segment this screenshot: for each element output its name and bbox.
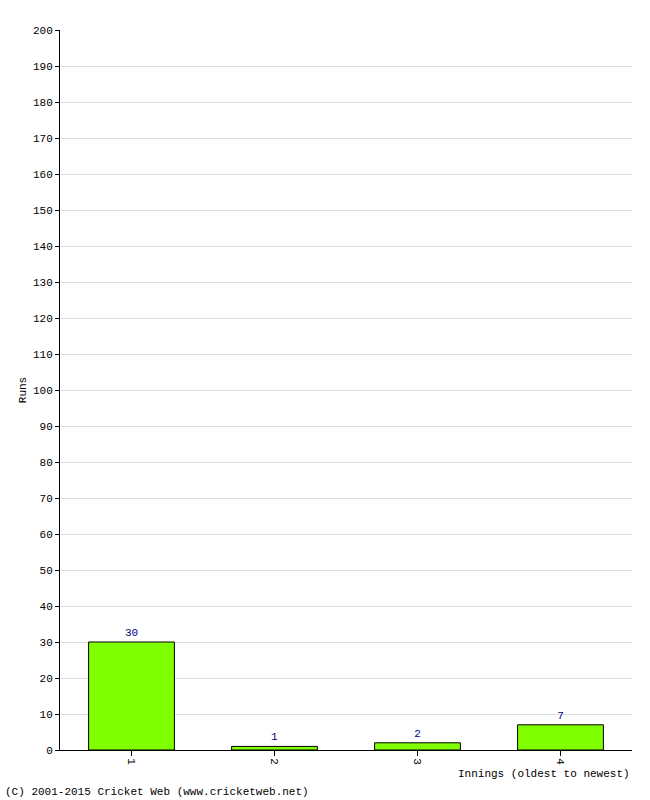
svg-text:70: 70 (40, 493, 53, 505)
svg-text:50: 50 (40, 565, 53, 577)
svg-text:Runs: Runs (17, 377, 29, 403)
svg-text:170: 170 (33, 133, 53, 145)
svg-text:60: 60 (40, 529, 53, 541)
svg-text:110: 110 (33, 349, 53, 361)
svg-text:120: 120 (33, 313, 53, 325)
svg-text:2: 2 (414, 728, 421, 740)
svg-text:180: 180 (33, 97, 53, 109)
svg-text:130: 130 (33, 277, 53, 289)
svg-text:160: 160 (33, 169, 53, 181)
svg-text:4: 4 (554, 758, 566, 765)
svg-text:3: 3 (411, 758, 423, 765)
svg-text:2: 2 (268, 758, 280, 765)
svg-text:7: 7 (557, 710, 564, 722)
svg-text:1: 1 (125, 758, 137, 765)
svg-text:150: 150 (33, 205, 53, 217)
svg-text:30: 30 (125, 627, 138, 639)
svg-text:80: 80 (40, 457, 53, 469)
svg-text:30: 30 (40, 637, 53, 649)
svg-text:40: 40 (40, 601, 53, 613)
svg-text:190: 190 (33, 61, 53, 73)
svg-text:Innings (oldest to newest): Innings (oldest to newest) (458, 768, 630, 780)
svg-text:(C) 2001-2015 Cricket Web (www: (C) 2001-2015 Cricket Web (www.cricketwe… (5, 786, 309, 798)
svg-text:1: 1 (271, 731, 278, 743)
svg-text:20: 20 (40, 673, 53, 685)
svg-text:140: 140 (33, 241, 53, 253)
svg-text:10: 10 (40, 709, 53, 721)
svg-text:0: 0 (46, 745, 53, 757)
svg-text:200: 200 (33, 25, 53, 37)
svg-text:90: 90 (40, 421, 53, 433)
svg-text:100: 100 (33, 385, 53, 397)
